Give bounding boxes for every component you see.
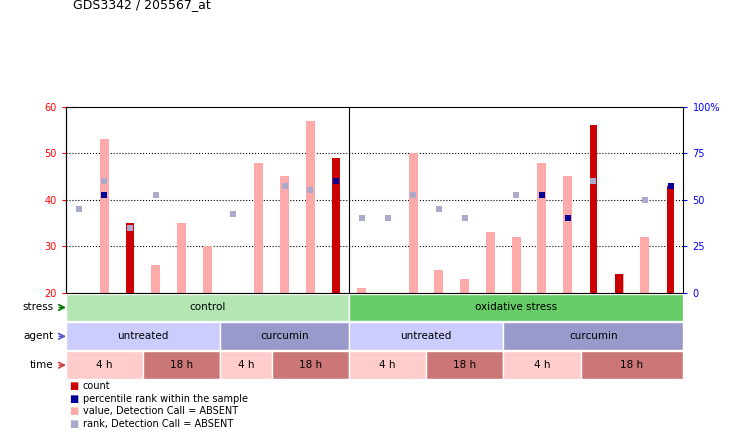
- Text: oxidative stress: oxidative stress: [475, 302, 557, 313]
- Text: agent: agent: [23, 331, 53, 341]
- Bar: [272, 351, 349, 379]
- Text: stress: stress: [23, 302, 53, 313]
- Text: untreated: untreated: [117, 331, 169, 341]
- Bar: [143, 351, 220, 379]
- Text: value, Detection Call = ABSENT: value, Detection Call = ABSENT: [83, 406, 238, 416]
- Bar: [349, 322, 504, 350]
- Text: curcumin: curcumin: [260, 331, 309, 341]
- Bar: [306, 120, 315, 293]
- Bar: [177, 223, 186, 293]
- Bar: [66, 351, 143, 379]
- Bar: [126, 223, 134, 293]
- Bar: [357, 289, 366, 293]
- Text: ■: ■: [69, 406, 79, 416]
- Text: ■: ■: [69, 394, 79, 404]
- Text: ■: ■: [69, 381, 79, 391]
- Bar: [486, 233, 495, 293]
- Bar: [615, 274, 624, 293]
- Bar: [537, 163, 547, 293]
- Bar: [332, 158, 340, 293]
- Text: curcumin: curcumin: [569, 331, 618, 341]
- Text: untreated: untreated: [401, 331, 452, 341]
- Bar: [434, 270, 444, 293]
- Text: 18 h: 18 h: [453, 360, 477, 370]
- Bar: [504, 322, 683, 350]
- Bar: [220, 351, 272, 379]
- Text: rank, Detection Call = ABSENT: rank, Detection Call = ABSENT: [83, 419, 233, 428]
- Bar: [280, 176, 289, 293]
- Bar: [667, 186, 675, 293]
- Text: percentile rank within the sample: percentile rank within the sample: [83, 394, 248, 404]
- Bar: [151, 265, 160, 293]
- Bar: [640, 237, 649, 293]
- Text: 4 h: 4 h: [379, 360, 395, 370]
- Bar: [426, 351, 504, 379]
- Bar: [616, 274, 623, 293]
- Bar: [349, 351, 426, 379]
- Text: 18 h: 18 h: [621, 360, 643, 370]
- Text: ■: ■: [69, 419, 79, 428]
- Bar: [409, 153, 417, 293]
- Bar: [349, 293, 683, 321]
- Bar: [66, 293, 349, 321]
- Bar: [512, 237, 520, 293]
- Text: 4 h: 4 h: [534, 360, 550, 370]
- Text: 18 h: 18 h: [170, 360, 193, 370]
- Bar: [589, 125, 597, 293]
- Text: 18 h: 18 h: [299, 360, 322, 370]
- Bar: [504, 351, 580, 379]
- Text: control: control: [189, 302, 226, 313]
- Bar: [202, 246, 212, 293]
- Text: GDS3342 / 205567_at: GDS3342 / 205567_at: [73, 0, 211, 11]
- Bar: [580, 351, 683, 379]
- Bar: [563, 176, 572, 293]
- Text: time: time: [30, 360, 53, 370]
- Bar: [100, 139, 109, 293]
- Text: 4 h: 4 h: [96, 360, 113, 370]
- Bar: [220, 322, 349, 350]
- Bar: [254, 163, 263, 293]
- Text: 4 h: 4 h: [238, 360, 254, 370]
- Text: count: count: [83, 381, 110, 391]
- Bar: [66, 322, 220, 350]
- Bar: [461, 279, 469, 293]
